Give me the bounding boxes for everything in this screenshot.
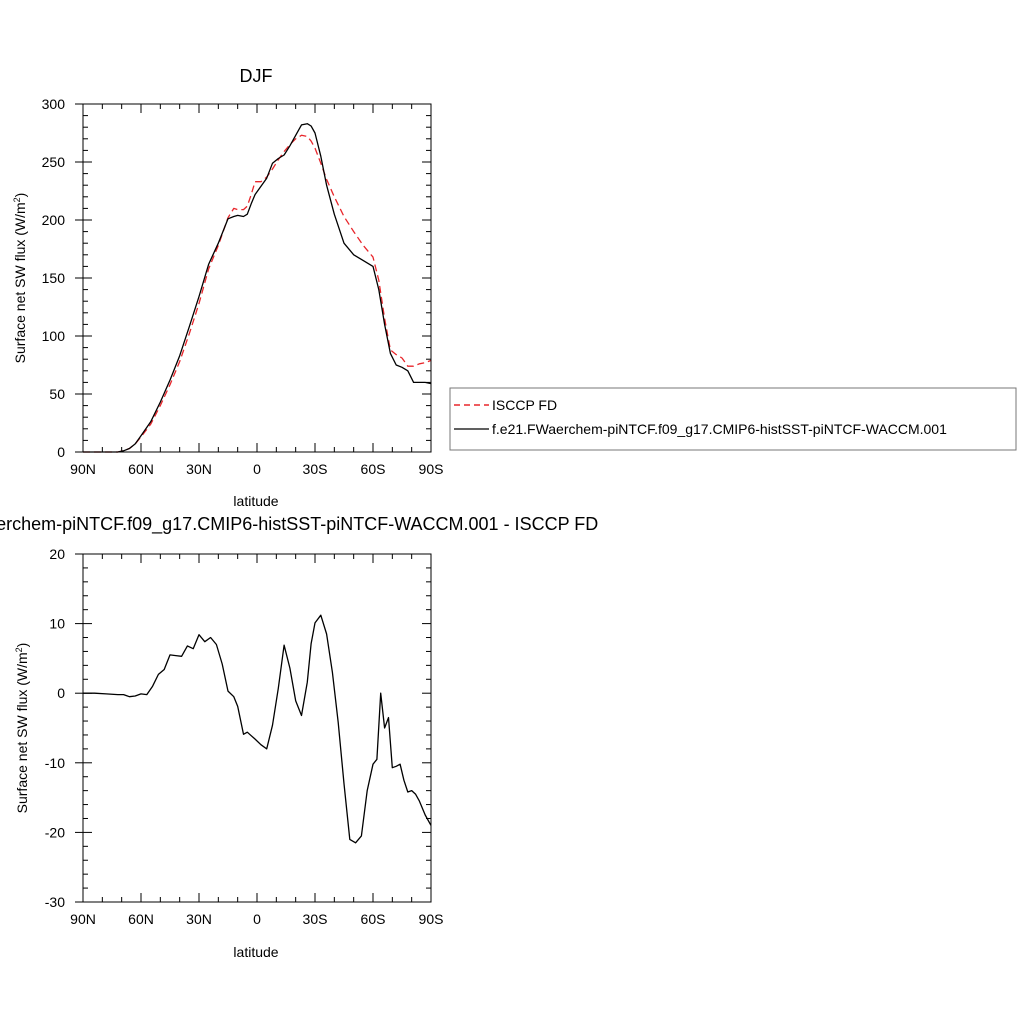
top-panel-series (83, 123, 432, 453)
top-panel-ylabel-main: Surface net SW flux (W/m (12, 202, 28, 363)
top-ytick-label: 300 (42, 96, 66, 112)
legend-label-model: f.e21.FWaerchem-piNTCF.f09_g17.CMIP6-his… (492, 421, 947, 437)
top-xtick-label: 0 (253, 461, 261, 477)
top-series-isccp-line (83, 134, 432, 453)
legend: ISCCP FD f.e21.FWaerchem-piNTCF.f09_g17.… (449, 387, 1017, 451)
bottom-panel-series (83, 614, 432, 844)
top-xtick-label: 30N (186, 461, 212, 477)
top-ytick-label: 200 (42, 212, 66, 228)
top-xtick-label: 90S (419, 461, 444, 477)
top-ytick-label: 250 (42, 154, 66, 170)
top-panel-frame (82, 103, 432, 453)
bottom-panel-ylabel: Surface net SW flux (W/m2) (14, 643, 30, 814)
top-panel-djf: DJF 90N 60N 30N 0 30S 60S 90S 0 50 100 150 200 250 30… (12, 66, 443, 509)
bottom-xtick-label: 90N (70, 911, 96, 927)
bottom-xtick-label: 0 (253, 911, 261, 927)
top-panel-tick-labels: 90N 60N 30N 0 30S 60S 90S 0 50 100 150 200 250 300 (42, 96, 444, 477)
bottom-panel-ticks (75, 553, 432, 903)
top-ytick-label: 50 (49, 386, 65, 402)
bottom-panel-ylabel-sup: 2 (14, 647, 24, 652)
bottom-series-model-line (83, 614, 432, 844)
bottom-panel-xlabel: latitude (233, 944, 278, 960)
top-xtick-label: 60N (128, 461, 154, 477)
bottom-xtick-label: 60S (361, 911, 386, 927)
bottom-panel-tick-labels: 90N 60N 30N 0 30S 60S 90S -30 -20 -10 0 10 20 (45, 546, 444, 927)
top-panel-xlabel: latitude (233, 493, 278, 509)
legend-box (449, 387, 1017, 451)
top-xtick-label: 90N (70, 461, 96, 477)
bottom-ytick-label: 0 (57, 685, 65, 701)
top-series-model-line (83, 123, 432, 453)
bottom-ytick-label: -30 (45, 894, 65, 910)
top-panel-ylabel: Surface net SW flux (W/m2) (12, 193, 28, 364)
bottom-ytick-label: -10 (45, 755, 65, 771)
bottom-panel-ylabel-main: Surface net SW flux (W/m (14, 652, 30, 813)
top-xtick-label: 30S (303, 461, 328, 477)
top-panel-ylabel-sup: 2 (12, 197, 22, 202)
bottom-xtick-label: 90S (419, 911, 444, 927)
bottom-ytick-label: 10 (49, 616, 65, 632)
top-ytick-label: 0 (57, 444, 65, 460)
bottom-ytick-label: 20 (49, 546, 65, 562)
top-ytick-label: 100 (42, 328, 66, 344)
top-xtick-label: 60S (361, 461, 386, 477)
bottom-panel-ylabel-tail: ) (14, 643, 30, 648)
top-panel-ylabel-tail: ) (12, 193, 28, 198)
bottom-xtick-label: 60N (128, 911, 154, 927)
bottom-xtick-label: 30N (186, 911, 212, 927)
bottom-panel-frame (82, 553, 432, 903)
bottom-ytick-label: -20 (45, 824, 65, 840)
bottom-panel-title: f.e21.FWaerchem-piNTCF.f09_g17.CMIP6-his… (0, 514, 598, 535)
legend-label-isccp: ISCCP FD (492, 397, 557, 413)
bottom-xtick-label: 30S (303, 911, 328, 927)
bottom-panel-difference: f.e21.FWaerchem-piNTCF.f09_g17.CMIP6-his… (0, 514, 598, 960)
top-ytick-label: 150 (42, 270, 66, 286)
top-panel-title: DJF (240, 66, 273, 86)
